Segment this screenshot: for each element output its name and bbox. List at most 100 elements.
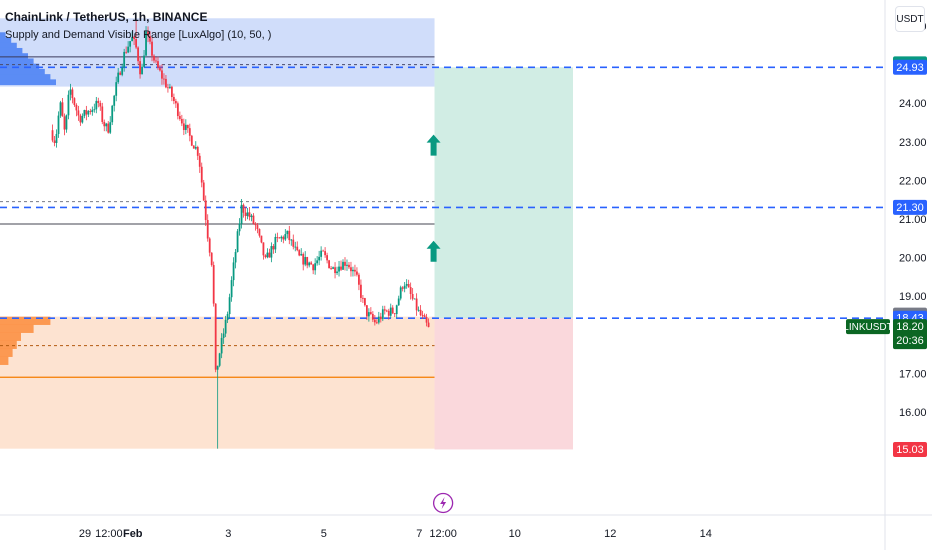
candle-body (59, 102, 62, 116)
candle-body (238, 223, 241, 232)
candle-body (143, 55, 145, 67)
candle-body (421, 315, 424, 316)
candle-body (107, 123, 110, 133)
y-tick-label: 22.00 (899, 175, 927, 187)
candle-body (81, 115, 84, 123)
y-tick-label: 17.00 (899, 368, 927, 380)
candle-body (258, 229, 261, 236)
candle-body (151, 41, 153, 56)
candle-body (228, 297, 231, 315)
candle-body (419, 309, 422, 316)
x-tick-label: 3 (225, 528, 231, 540)
candle-body (224, 319, 227, 334)
candle-body (280, 236, 283, 239)
candle-body (121, 67, 124, 75)
up-arrow-icon (426, 240, 441, 262)
candle-body (250, 215, 253, 218)
candle-body (336, 271, 338, 274)
price-label-bg (893, 441, 927, 457)
x-tick-label: 12 (604, 528, 616, 540)
price-label-bg (893, 59, 927, 75)
candle-body (403, 285, 406, 289)
candle-body (284, 234, 287, 240)
candle-body (272, 246, 275, 250)
candle-body (115, 82, 118, 96)
indicator-title[interactable]: Supply and Demand Visible Range [LuxAlgo… (5, 29, 272, 41)
candle-body (324, 251, 327, 256)
symbol-title[interactable]: ChainLink / TetherUS, 1h, BINANCE (5, 10, 208, 24)
candle-body (53, 140, 56, 143)
candle-body (302, 254, 305, 265)
demand-profile-bar (0, 348, 13, 357)
candle-body (236, 231, 239, 252)
target-zone (434, 67, 574, 319)
candle-body (365, 305, 368, 317)
candle-body (356, 271, 358, 275)
x-tick-label: 12:00 (95, 528, 123, 540)
candle-body (85, 110, 88, 115)
candle-body (172, 97, 175, 102)
candle-body (340, 266, 342, 270)
candle-body (91, 109, 94, 112)
supply-profile-bar (0, 68, 45, 75)
candle-body (401, 287, 404, 289)
candle-body (385, 310, 388, 312)
candle-body (399, 287, 402, 299)
demand-profile-bar (0, 340, 17, 349)
candle-body (298, 250, 301, 256)
candle-body (338, 266, 340, 272)
candle-body (411, 294, 414, 299)
candle-body (178, 116, 181, 119)
candle-body (371, 313, 374, 320)
candle-body (159, 67, 161, 71)
quote-currency-button[interactable]: USDT (895, 6, 925, 32)
demand-profile-bar (0, 316, 51, 325)
x-tick-label: 12:00 (429, 528, 457, 540)
candle-body (350, 267, 352, 272)
candle-body (377, 316, 380, 323)
candle-body (268, 252, 271, 258)
candle-body (278, 237, 281, 239)
candle-body (230, 280, 233, 298)
candle-body (294, 246, 297, 248)
candle-body (214, 303, 217, 370)
candle-body (387, 310, 390, 316)
candle-body (83, 110, 86, 116)
y-tick-label: 16.00 (899, 407, 927, 419)
candles (51, 14, 430, 449)
candle-body (174, 101, 177, 104)
candle-body (103, 121, 106, 127)
candle-body (169, 86, 171, 88)
supply-zone (0, 18, 435, 87)
candle-body (87, 111, 90, 115)
candle-body (417, 309, 420, 311)
candle-body (204, 200, 207, 220)
candle-body (119, 72, 122, 75)
candle-body (320, 250, 323, 257)
price-label: 18.20 (896, 321, 924, 333)
candle-body (260, 235, 263, 243)
candle-body (262, 242, 265, 256)
candle-body (77, 110, 80, 116)
candle-body (367, 312, 370, 317)
candle-body (274, 236, 277, 250)
candle-body (123, 51, 126, 68)
candle-body (318, 256, 321, 261)
candle-body (425, 317, 428, 323)
candle-body (99, 103, 102, 107)
demand-zone (0, 316, 435, 449)
candle-body (200, 166, 203, 183)
candle-body (202, 182, 205, 201)
price-label: 24.93 (896, 62, 924, 74)
candle-body (286, 230, 289, 235)
y-tick-label: 21.00 (899, 214, 927, 226)
x-tick-label: 10 (509, 528, 521, 540)
candle-body (208, 238, 211, 253)
candle-body (192, 145, 195, 149)
candle-body (198, 155, 201, 167)
candle-body (188, 128, 191, 136)
candle-body (75, 105, 78, 111)
candle-body (391, 307, 394, 314)
demand-profile-bar (0, 324, 34, 333)
